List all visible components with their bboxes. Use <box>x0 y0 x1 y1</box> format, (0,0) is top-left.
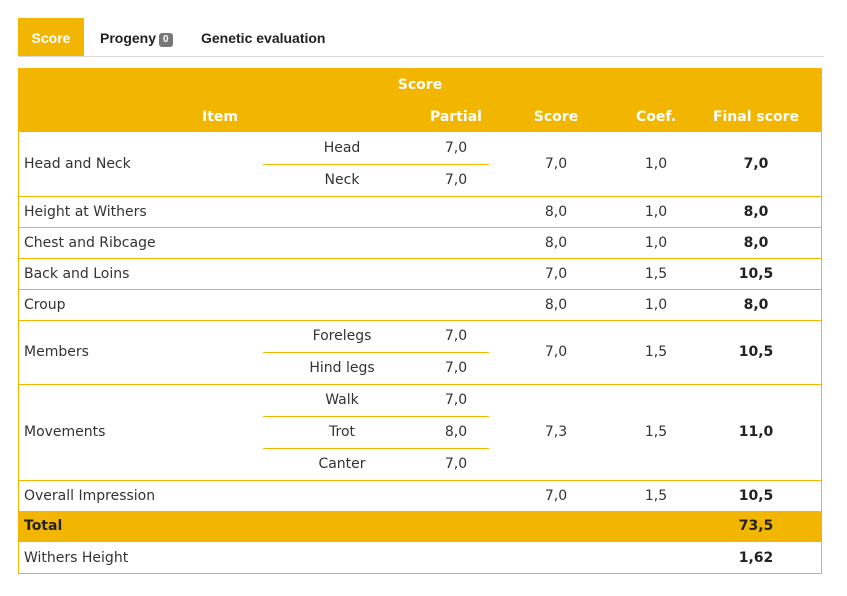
row-item-label: Movements <box>24 424 106 440</box>
row-item-label: Croup <box>24 296 66 313</box>
total-final-score: 73,5 <box>738 518 774 534</box>
final-score-value: 10,5 <box>738 344 774 360</box>
tab-score[interactable]: Score <box>18 18 84 56</box>
partial-value: 7,0 <box>444 328 468 344</box>
partial-value: 8,0 <box>444 424 468 440</box>
sub-item-label: Hind legs <box>309 360 375 376</box>
sub-row-divider <box>263 164 489 165</box>
score-value: 7,0 <box>544 344 568 360</box>
table-title: Score <box>397 77 443 93</box>
total-label: Total <box>24 518 63 534</box>
coef-value: 1,0 <box>644 296 668 313</box>
withers-height-label: Withers Height <box>24 550 129 566</box>
sub-item-label: Forelegs <box>312 328 372 344</box>
score-table: Score Item Partial Score Coef. Final sco… <box>18 68 822 574</box>
row-item-label: Chest and Ribcage <box>24 234 156 251</box>
sub-item-label: Neck <box>324 172 360 188</box>
score-value: 7,3 <box>544 424 568 440</box>
final-score-value: 11,0 <box>738 424 774 440</box>
sub-row-divider <box>263 448 489 449</box>
withers-height-value: 1,62 <box>738 550 774 566</box>
score-value: 7,0 <box>544 265 568 282</box>
final-score-value: 8,0 <box>743 296 769 313</box>
partial-value: 7,0 <box>444 392 468 408</box>
coef-value: 1,0 <box>644 234 668 251</box>
sub-row-divider <box>263 416 489 417</box>
score-value: 8,0 <box>544 203 568 220</box>
score-value: 7,0 <box>544 156 568 172</box>
tab-genetic-label: Genetic evaluation <box>201 30 326 46</box>
partial-value: 7,0 <box>444 360 468 376</box>
score-value: 8,0 <box>544 234 568 251</box>
tab-progeny-label: Progeny <box>100 30 157 46</box>
sub-row-divider <box>263 352 489 353</box>
final-score-value: 8,0 <box>743 234 769 251</box>
final-score-value: 10,5 <box>738 487 774 504</box>
sub-item-label: Walk <box>325 392 359 408</box>
coef-value: 1,5 <box>644 265 668 282</box>
final-score-value: 10,5 <box>738 265 774 282</box>
total-row: Total 73,5 <box>19 511 821 542</box>
row-divider <box>19 384 821 385</box>
coef-value: 1,5 <box>644 344 668 360</box>
row-divider <box>19 196 821 197</box>
row-item-label: Overall Impression <box>24 487 156 504</box>
row-divider <box>19 258 821 259</box>
final-score-value: 8,0 <box>743 203 769 220</box>
row-divider <box>19 289 821 290</box>
tab-score-label: Score <box>31 30 71 46</box>
header-coef: Coef. <box>635 109 677 125</box>
partial-value: 7,0 <box>444 172 468 188</box>
coef-value: 1,5 <box>644 424 668 440</box>
progeny-count-badge: 0 <box>159 33 173 47</box>
row-divider <box>19 320 821 321</box>
header-score: Score <box>533 109 579 125</box>
row-item-label: Height at Withers <box>24 203 147 220</box>
table-header: Score Item Partial Score Coef. Final sco… <box>19 69 821 132</box>
partial-value: 7,0 <box>444 140 468 156</box>
sub-item-label: Canter <box>318 456 366 472</box>
final-score-value: 7,0 <box>743 156 769 172</box>
row-divider <box>19 227 821 228</box>
coef-value: 1,0 <box>644 203 668 220</box>
header-item: Item <box>202 109 238 125</box>
header-final-score: Final score <box>712 109 800 125</box>
tab-bar: Score Progeny 0 Genetic evaluation <box>18 18 824 57</box>
row-item-label: Back and Loins <box>24 265 130 282</box>
tab-genetic-evaluation[interactable]: Genetic evaluation <box>201 18 325 56</box>
coef-value: 1,5 <box>644 487 668 504</box>
row-divider <box>19 480 821 481</box>
sub-item-label: Trot <box>329 424 355 440</box>
sub-item-label: Head <box>323 140 361 156</box>
row-item-label: Members <box>24 344 89 360</box>
row-item-label: Head and Neck <box>24 156 131 172</box>
partial-value: 7,0 <box>444 456 468 472</box>
score-value: 7,0 <box>544 487 568 504</box>
score-value: 8,0 <box>544 296 568 313</box>
header-partial: Partial <box>430 109 482 125</box>
coef-value: 1,0 <box>644 156 668 172</box>
tab-progeny[interactable]: Progeny 0 <box>100 18 173 56</box>
